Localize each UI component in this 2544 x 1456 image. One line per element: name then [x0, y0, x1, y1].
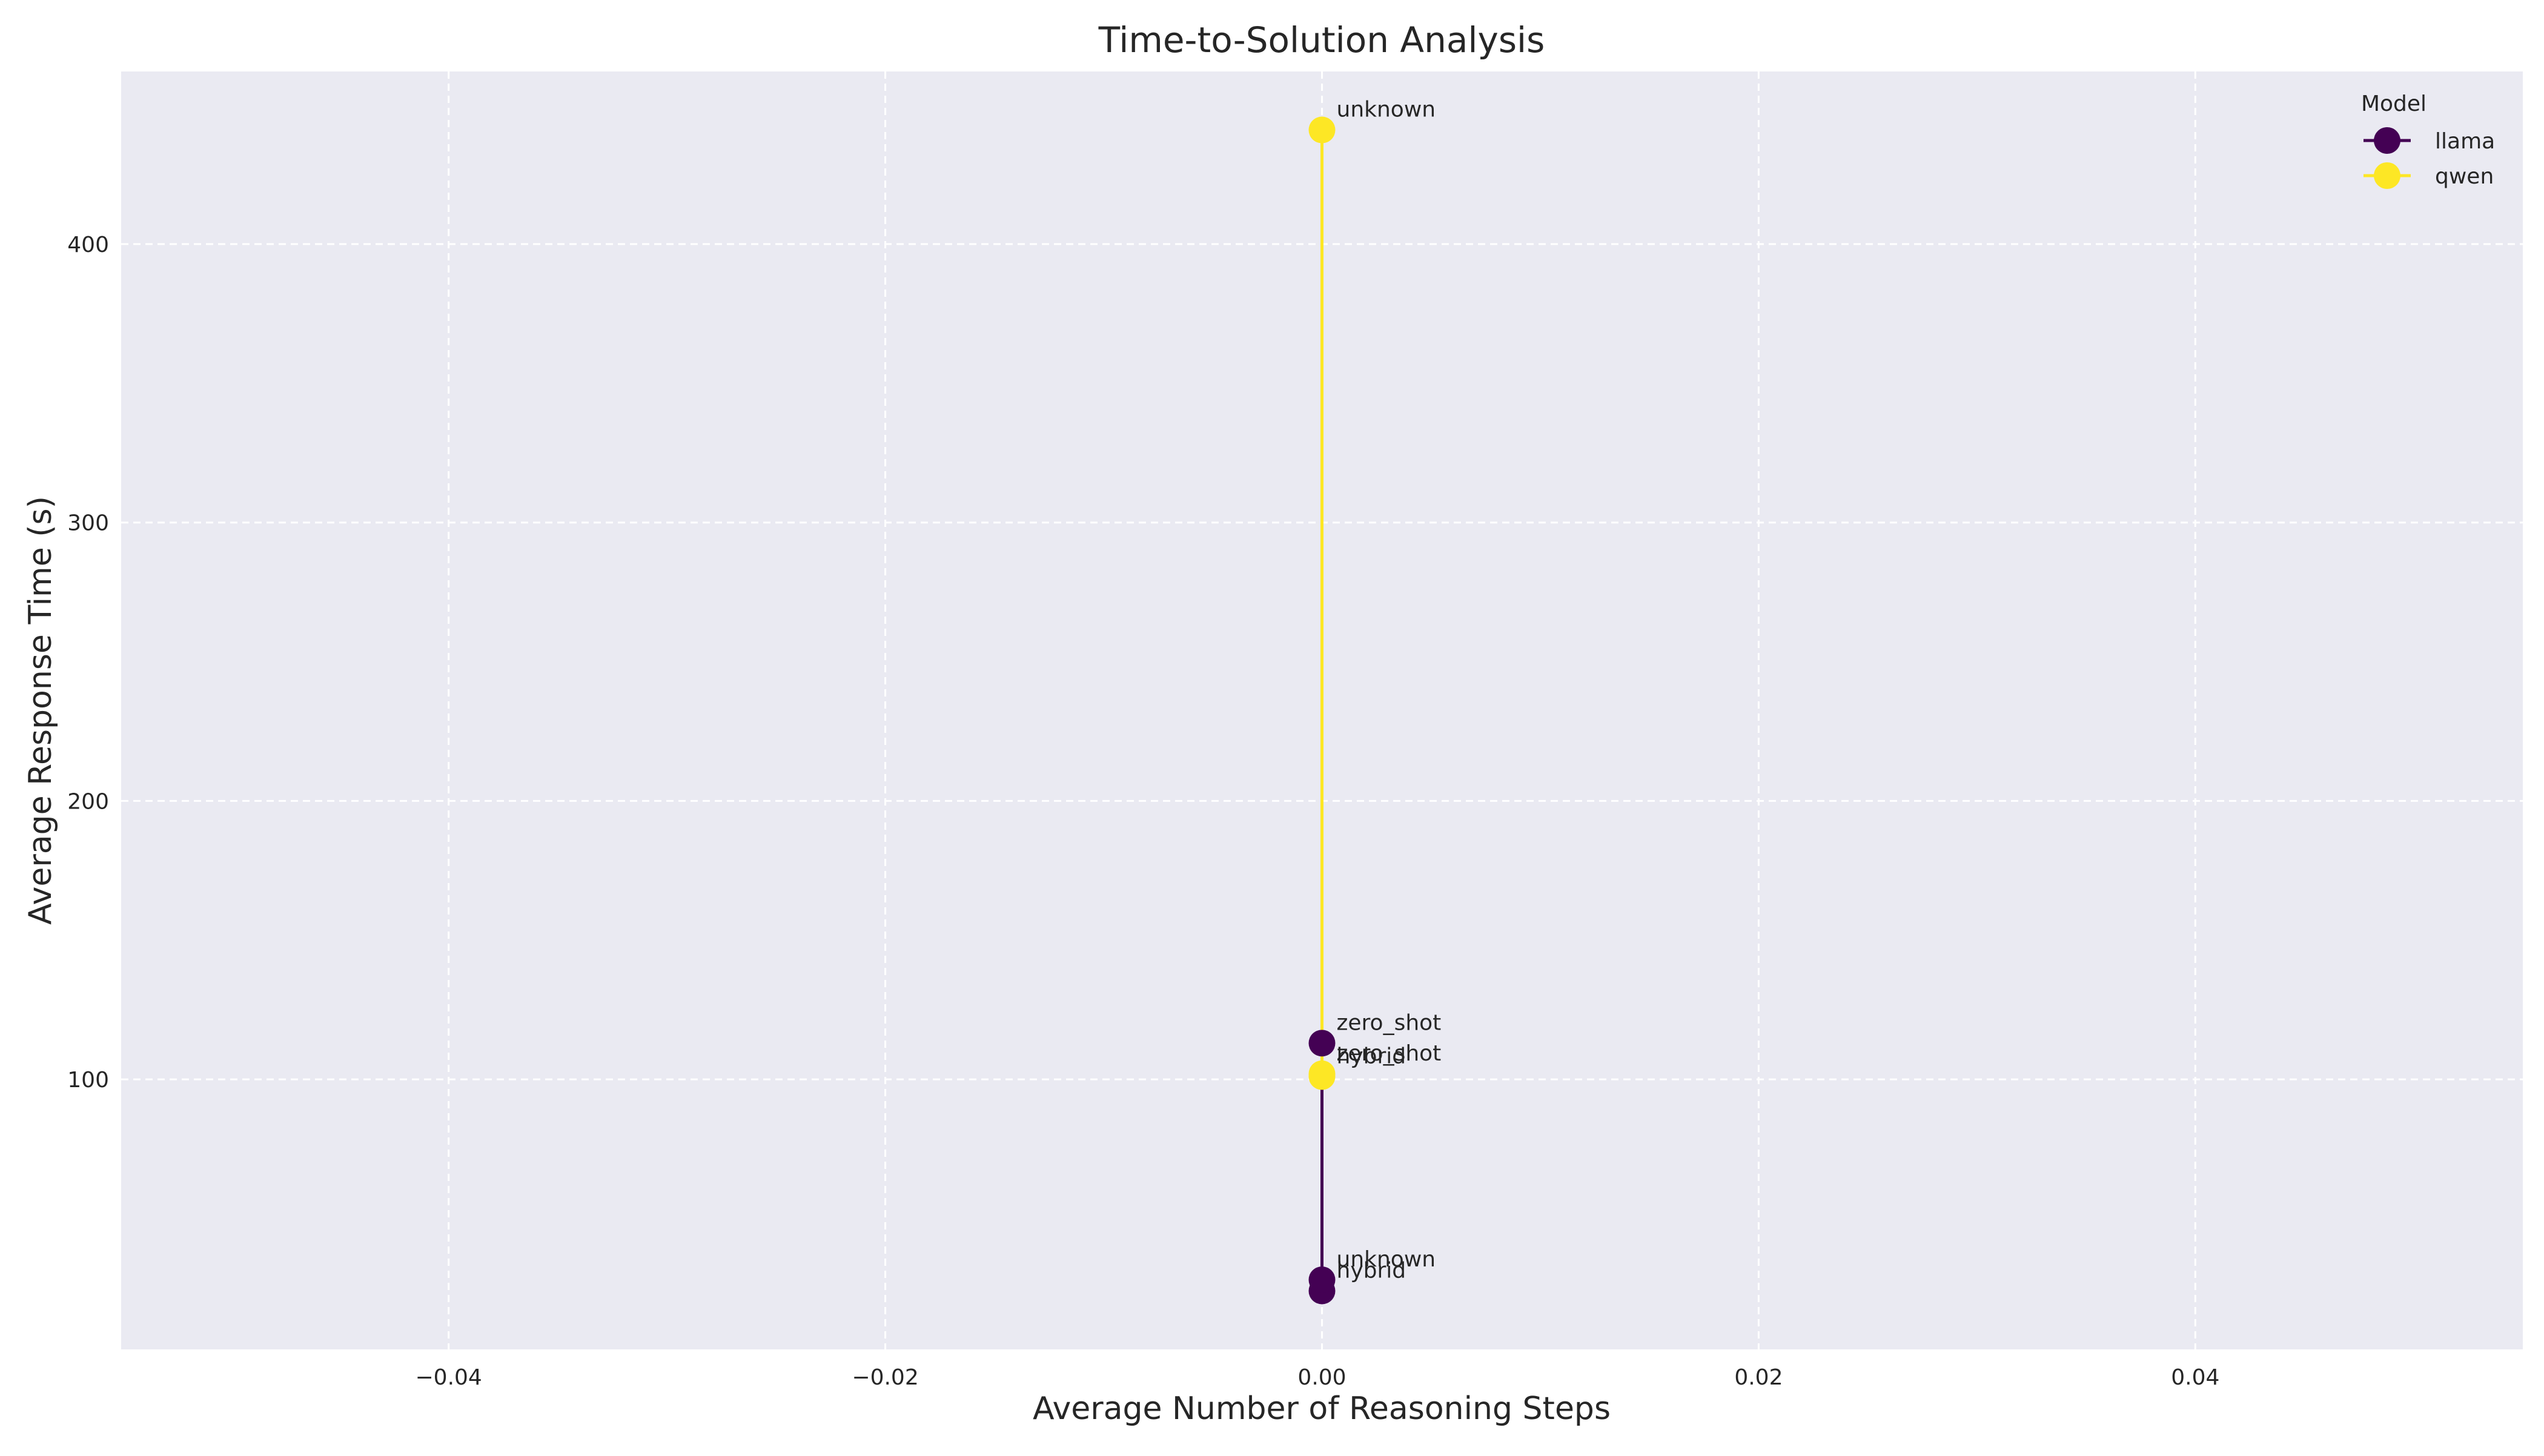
data-point-llama	[1308, 1266, 1336, 1294]
point-label: zero_shot	[1337, 1041, 1442, 1066]
x-tick-label: −0.02	[852, 1365, 918, 1390]
x-tick-label: 0.02	[1734, 1365, 1783, 1390]
y-tick-label: 400	[67, 233, 109, 257]
data-point-llama	[1308, 1030, 1336, 1057]
data-point-qwen	[1308, 116, 1336, 144]
data-point-qwen	[1308, 1060, 1336, 1087]
legend-marker-llama	[2374, 127, 2400, 154]
legend-label-llama: llama	[2435, 129, 2495, 154]
point-label: hybrid	[1337, 1044, 1406, 1068]
chart-title: Time-to-Solution Analysis	[1098, 19, 1545, 61]
y-tick-label: 100	[67, 1068, 109, 1093]
x-tick-label: −0.04	[416, 1365, 482, 1390]
legend-marker-qwen	[2374, 162, 2400, 189]
y-tick-label: 200	[67, 789, 109, 814]
legend-label-qwen: qwen	[2435, 164, 2494, 189]
x-axis-label: Average Number of Reasoning Steps	[1033, 1391, 1611, 1427]
x-tick-label: 0.04	[2171, 1365, 2219, 1390]
y-axis-label: Average Response Time (s)	[22, 496, 59, 925]
legend-title: Model	[2361, 91, 2426, 116]
point-label: zero_shot	[1337, 1010, 1442, 1035]
series-points	[1308, 116, 1336, 1305]
legend-items: llama qwen	[2363, 127, 2495, 189]
y-tick-label: 300	[67, 511, 109, 536]
point-label: unknown	[1337, 1247, 1436, 1272]
point-labels: hybridunknownzero_shothybridzero_shotunk…	[1337, 98, 1442, 1283]
x-tick-label: 0.00	[1297, 1365, 1346, 1390]
point-label: unknown	[1337, 98, 1436, 122]
axis-ticks: −0.04 −0.02 0.00 0.02 0.04 100 200 300 400	[67, 233, 2219, 1390]
legend: Model llama qwen	[2361, 91, 2495, 189]
point-label: hybrid	[1337, 1258, 1406, 1283]
